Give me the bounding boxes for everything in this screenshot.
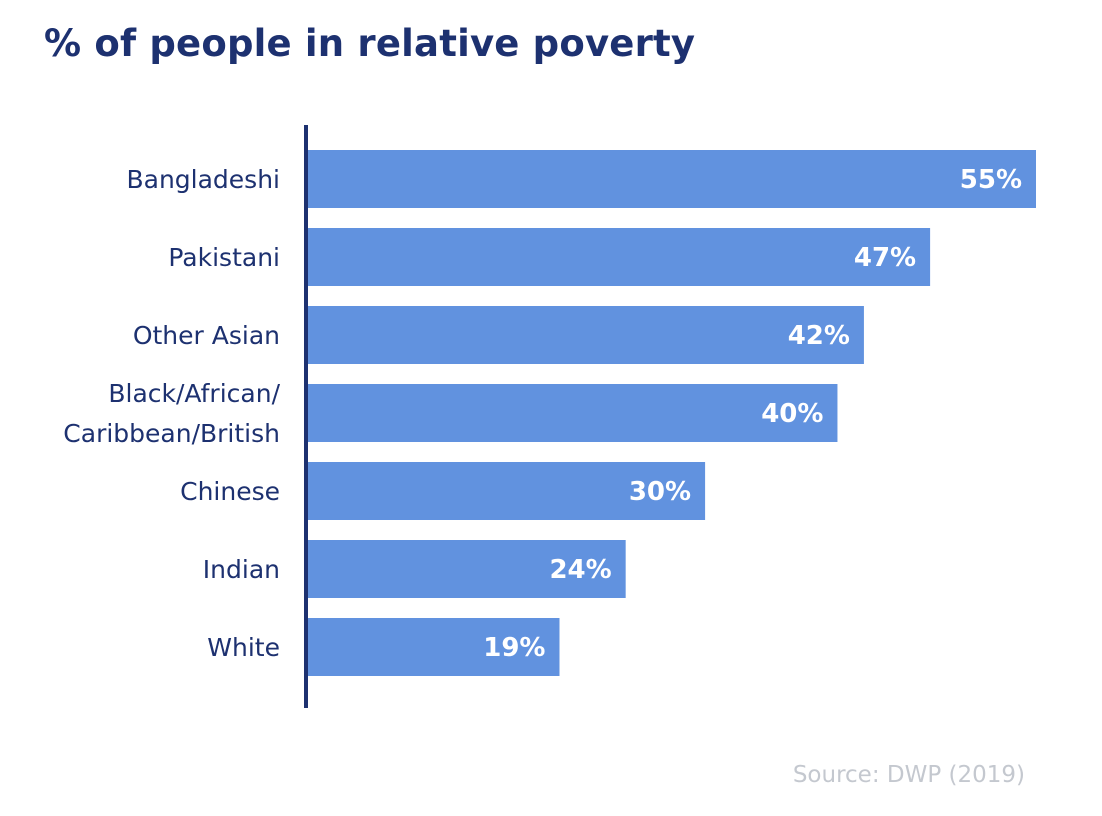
chart-title: % of people in relative poverty: [44, 22, 696, 65]
category-label-line: Pakistani: [168, 243, 280, 272]
bar-value-label: 19%: [483, 633, 545, 663]
category-label: Black/African/Caribbean/British: [63, 379, 280, 448]
bar: [308, 618, 560, 676]
category-label-line: Indian: [203, 555, 280, 584]
bar: [308, 306, 864, 364]
category-label: Bangladeshi: [126, 165, 280, 194]
category-label-line: Other Asian: [133, 321, 280, 350]
category-label-line: Chinese: [180, 477, 280, 506]
bar-value-label: 30%: [629, 477, 691, 507]
category-label-line: White: [207, 633, 280, 662]
bar: [308, 540, 626, 598]
category-label: Chinese: [180, 477, 280, 506]
bar: [308, 384, 838, 442]
bar-value-label: 40%: [761, 399, 823, 429]
category-label-line: Caribbean/British: [63, 419, 280, 448]
bar-value-label: 55%: [960, 165, 1022, 195]
bar: [308, 150, 1036, 208]
bar-value-label: 42%: [788, 321, 850, 351]
bars-group: 55% Bangladeshi 47% Pakistani 42% Other Asian…: [63, 150, 1036, 676]
category-label: White: [207, 633, 280, 662]
bar-value-label: 47%: [854, 243, 916, 273]
category-label: Indian: [203, 555, 280, 584]
bar-value-label: 24%: [549, 555, 611, 585]
category-label: Other Asian: [133, 321, 280, 350]
category-label-line: Black/African/: [108, 379, 280, 408]
bar: [308, 462, 706, 520]
category-label: Pakistani: [168, 243, 280, 272]
category-label-line: Bangladeshi: [126, 165, 280, 194]
source-note: Source: DWP (2019): [792, 762, 1025, 788]
bar: [308, 228, 931, 286]
